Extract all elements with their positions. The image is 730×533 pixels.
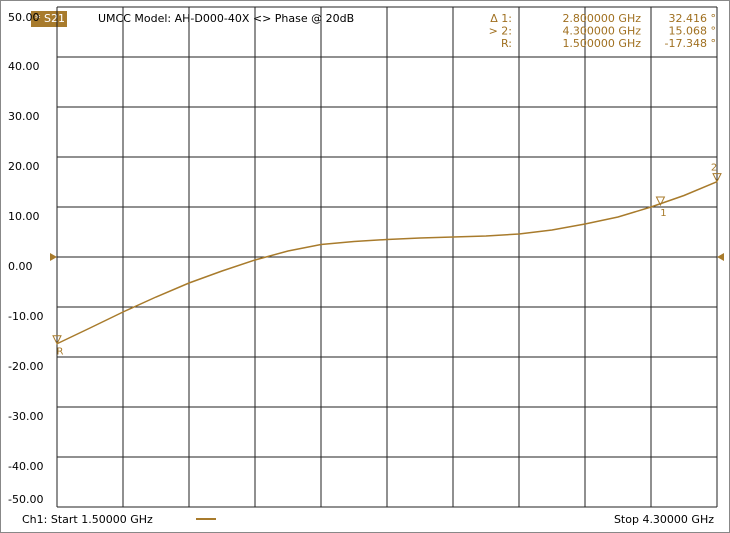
footer-start: Ch1: Start 1.50000 GHz (22, 513, 153, 526)
marker-readout: 15.068 ° (669, 25, 717, 38)
ref-arrow-left (50, 253, 57, 261)
marker-triangle (655, 196, 666, 207)
marker-triangle (52, 335, 62, 345)
chart-title: UMCC Model: AH-D000-40X <> Phase @ 20dB (98, 12, 354, 25)
y-tick-label: -20.00 (8, 360, 43, 373)
marker-readout: R: (501, 37, 512, 50)
marker-readout: > 2: (489, 25, 512, 38)
marker-readout: Δ 1: (490, 12, 512, 25)
y-tick-label: -10.00 (8, 310, 43, 323)
marker-label: 1 (660, 208, 666, 219)
y-tick-label: -30.00 (8, 410, 43, 423)
y-tick-label: 30.00 (8, 110, 40, 123)
y-tick-label: 50.00 (8, 11, 40, 24)
y-tick-label: 10.00 (8, 210, 40, 223)
trace-badge (31, 11, 67, 27)
marker-label: 2 (711, 163, 717, 174)
marker-readout: 1.500000 GHz (562, 37, 641, 50)
marker-readout: -17.348 ° (665, 37, 716, 50)
y-tick-label: 40.00 (8, 60, 40, 73)
marker-readout: 4.300000 GHz (562, 25, 641, 38)
marker-triangle (712, 173, 722, 183)
ref-arrow-right (717, 253, 724, 261)
y-tick-label: 0.00 (8, 260, 33, 273)
trace-line (56, 180, 718, 345)
y-tick-label: 20.00 (8, 160, 40, 173)
marker-label: R (57, 347, 64, 358)
marker-readout: 2.800000 GHz (562, 12, 641, 25)
y-tick-label: -50.00 (8, 493, 43, 506)
footer-stop: Stop 4.30000 GHz (614, 513, 714, 526)
y-tick-label: -40.00 (8, 460, 43, 473)
marker-readout: 32.416 ° (669, 12, 717, 25)
